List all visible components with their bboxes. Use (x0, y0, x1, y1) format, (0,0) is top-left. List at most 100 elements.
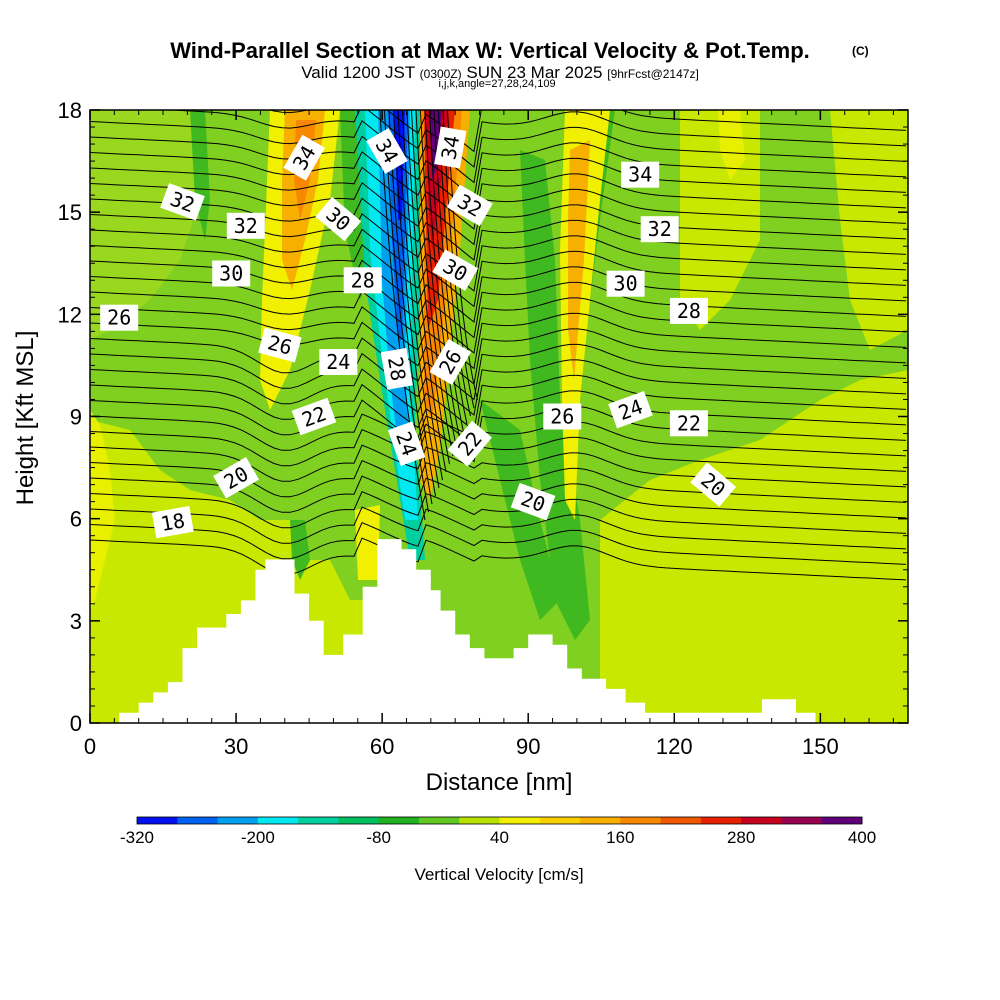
theta-contour-line (90, 135, 907, 199)
theta-contour-line (90, 213, 907, 277)
theta-label: 24 (319, 349, 358, 375)
theta-contour-line (90, 337, 907, 401)
field-green-upper-left (90, 110, 200, 340)
colorbar-swatch (298, 817, 339, 824)
x-tick-label: 90 (516, 734, 540, 759)
theta-contour-core (420, 110, 457, 449)
theta-label: 32 (226, 212, 265, 239)
colorbar: -320 -200 -80 40 160 280 400 (120, 816, 876, 847)
theta-contour-core (406, 110, 447, 473)
theta-label: 30 (606, 270, 645, 297)
theta-contour-line (90, 352, 907, 416)
theta-label: 34 (366, 127, 408, 174)
colorbar-swatch (539, 817, 581, 824)
theta-contour-line (90, 506, 907, 550)
theta-label-text: 30 (219, 262, 243, 286)
theta-contour-line (90, 120, 907, 184)
y-axis-label: Height [Kft MSL] (12, 331, 39, 506)
colorbar-swatch (459, 817, 500, 824)
theta-label-text: 34 (436, 134, 464, 162)
theta-contour-core (402, 110, 443, 481)
theta-label: 20 (690, 462, 737, 507)
theta-label-text: 32 (648, 217, 672, 241)
y-tick-label: 18 (58, 98, 82, 123)
theta-label-box (621, 161, 660, 188)
theta-contour-core (424, 110, 461, 441)
theta-label-box (640, 216, 679, 243)
theta-label-text: 34 (628, 163, 652, 187)
title-mark: (C) (852, 44, 869, 58)
x-tick-label: 60 (370, 734, 394, 759)
colorbar-swatch (741, 817, 782, 824)
x-axis: 0 30 60 90 120 150 (84, 110, 894, 759)
grid-info: i,j,k,angle=27,28,24,109 (438, 78, 555, 90)
theta-label-box (387, 421, 426, 467)
theta-contour-line (90, 290, 907, 354)
x-tick-label: 150 (802, 734, 839, 759)
y-tick-label: 6 (70, 507, 82, 532)
theta-contour-line (90, 151, 907, 215)
theta-label-box (690, 462, 737, 507)
subtitle-fcst: [9hrFcst@2147z] (607, 67, 699, 81)
theta-label-box (543, 403, 582, 430)
y-tick-label: 3 (70, 609, 82, 634)
colorbar-swatch (418, 817, 460, 824)
theta-label-box (510, 482, 556, 521)
theta-contour-line (90, 306, 907, 370)
theta-label-box (319, 349, 358, 375)
theta-contour-line (90, 537, 907, 581)
theta-label-box (669, 297, 708, 324)
theta-label-text: 32 (234, 214, 258, 238)
chart-title: Wind-Parallel Section at Max W: Vertical… (170, 38, 810, 63)
theta-label-box (669, 410, 708, 437)
y-tick-label: 9 (70, 405, 82, 430)
theta-label-text: 24 (326, 350, 350, 374)
theta-label: 26 (543, 403, 582, 430)
y-tick-label: 15 (58, 200, 82, 225)
theta-label-box (429, 339, 472, 385)
colorbar-swatch (137, 817, 178, 824)
theta-label-text: 28 (383, 355, 411, 383)
theta-label: 28 (343, 267, 382, 294)
theta-contour-line (90, 383, 907, 447)
colorbar-swatch (378, 817, 420, 824)
theta-label: 26 (100, 304, 139, 331)
theta-contour-line (161, 110, 907, 168)
theta-label: 32 (640, 216, 679, 243)
y-axis: 0 3 6 9 12 15 18 (58, 98, 908, 736)
colorbar-tick-label: -200 (241, 828, 275, 847)
colorbar-tick-label: -80 (366, 828, 391, 847)
field-darkgreen-lower (290, 520, 310, 580)
theta-label-box (226, 212, 265, 239)
theta-label: 22 (669, 410, 708, 437)
theta-label: 28 (380, 347, 413, 390)
theta-label-text: 28 (677, 299, 701, 323)
theta-contour-line (90, 399, 907, 463)
colorbar-swatch (580, 817, 621, 824)
theta-label-box (432, 249, 479, 291)
theta-contour-line (90, 197, 907, 261)
colorbar-label: Vertical Velocity [cm/s] (414, 865, 583, 884)
theta-label-box (213, 457, 260, 499)
colorbar-swatch (177, 817, 219, 824)
field-orange-band-right (568, 140, 590, 380)
x-tick-label: 30 (224, 734, 248, 759)
theta-contour-core (397, 110, 440, 489)
colorbar-swatch (620, 817, 662, 824)
theta-contour-core (411, 110, 450, 465)
colorbar-swatch (660, 817, 702, 824)
theta-label-box (160, 183, 205, 221)
theta-label-box (366, 127, 408, 174)
field-yellowgreen-right3 (830, 110, 908, 350)
theta-label: 26 (258, 327, 302, 363)
theta-contour-line (90, 491, 907, 534)
subtitle-valid: Valid 1200 JST (301, 63, 415, 82)
colorbar-frame (136, 816, 863, 825)
colorbar-swatch (217, 817, 259, 824)
theta-contour-line (90, 413, 907, 457)
theta-label: 28 (669, 297, 708, 324)
theta-label-box (212, 260, 251, 287)
field-darkgreen-3 (520, 150, 590, 640)
colorbar-tick-label: -320 (120, 828, 154, 847)
